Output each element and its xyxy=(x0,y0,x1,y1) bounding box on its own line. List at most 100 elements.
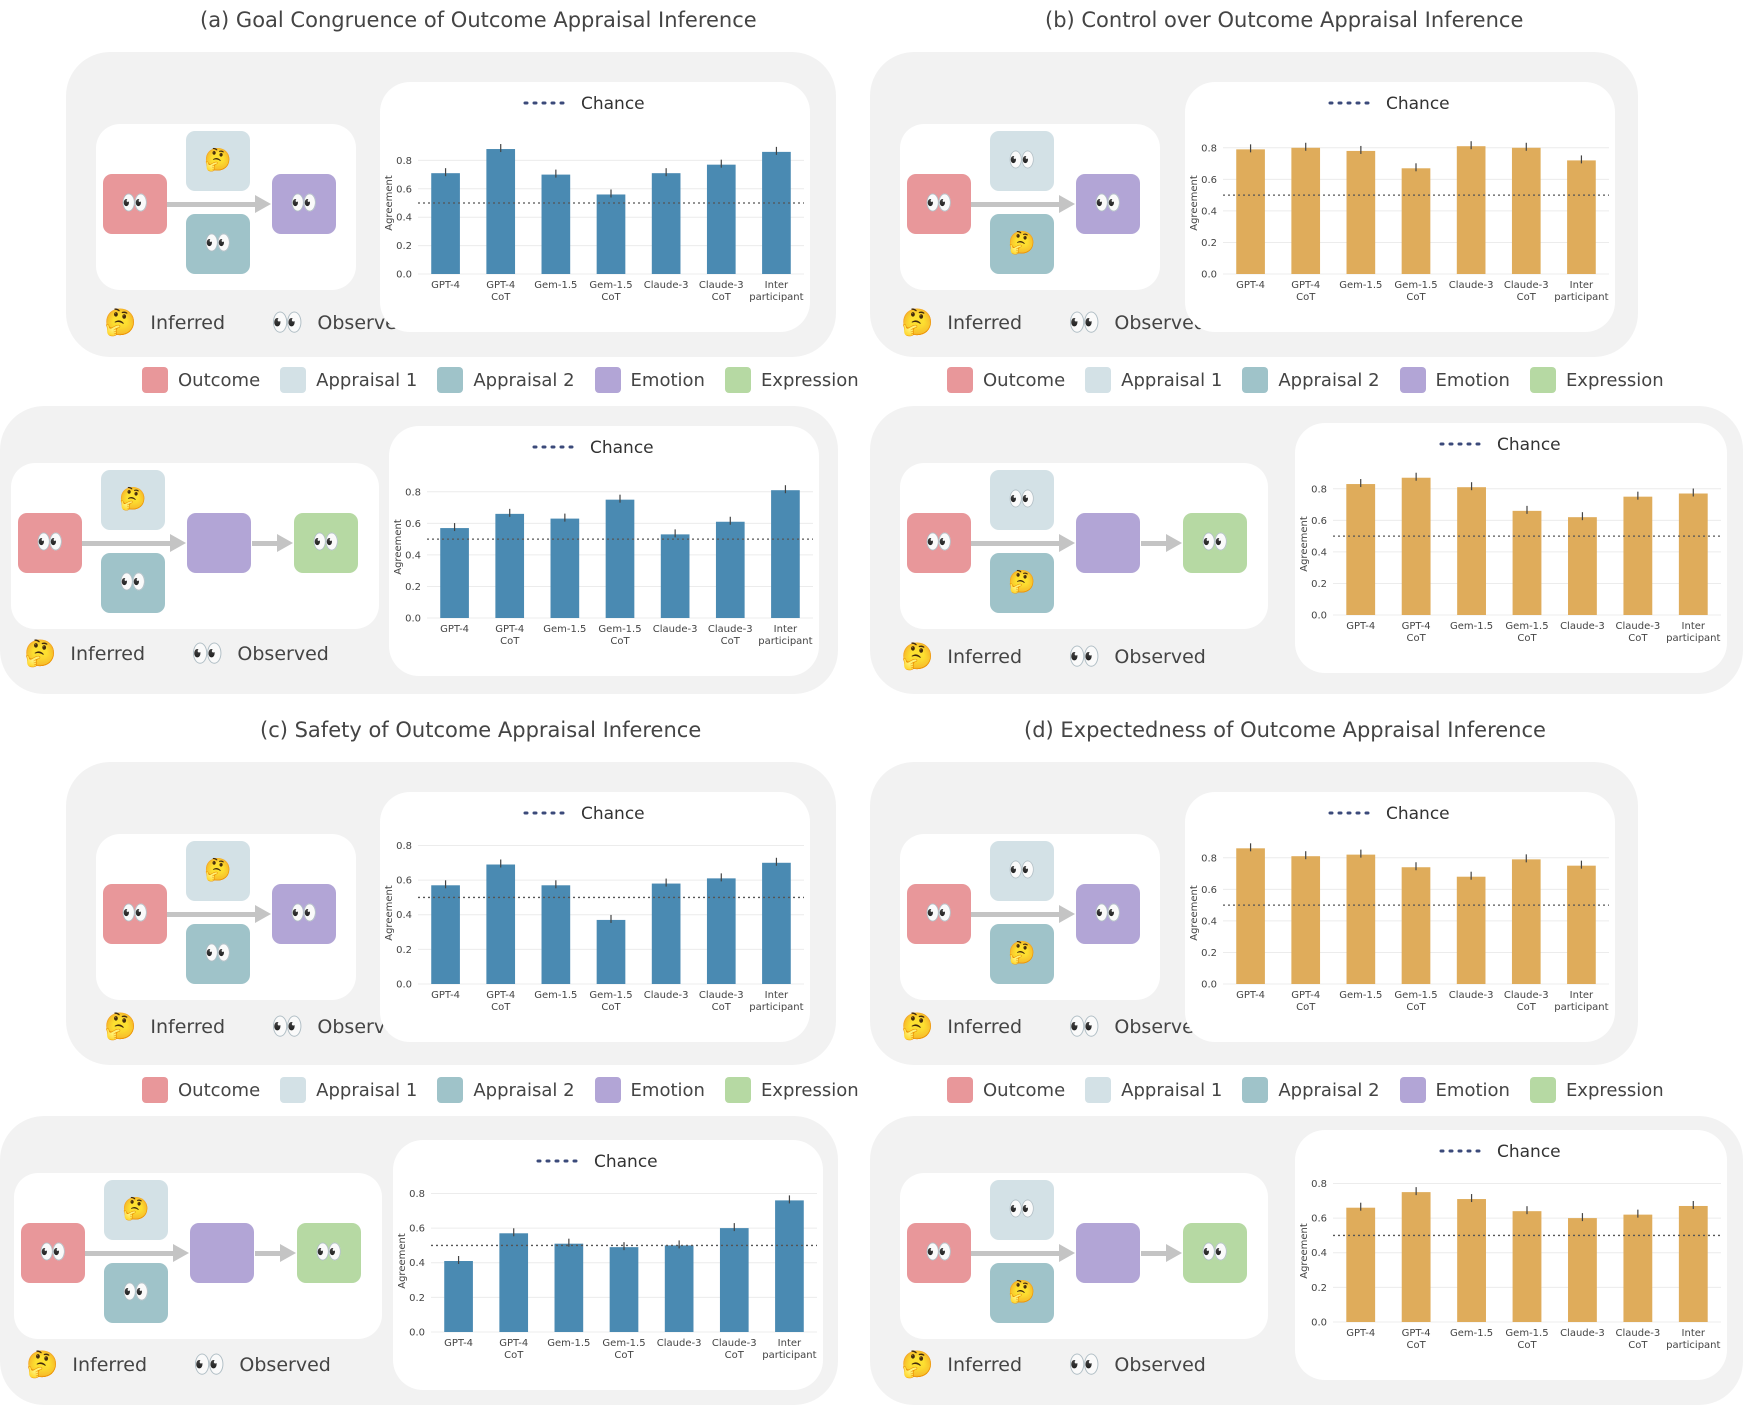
inferred-label: Inferred xyxy=(72,1354,148,1376)
eyes-icon: 👀 xyxy=(1008,148,1036,173)
thinking-face-icon: 🤔 xyxy=(901,1350,934,1380)
x-tick-label: Gem-1.5 xyxy=(1394,990,1437,1001)
chart-a2: Chance 0.0 0.2 0.4 0.6 0.8 Agreement GPT-4 GPT-4… xyxy=(393,438,813,647)
key-a-top: 🤔 Inferred 👀 Observed xyxy=(104,308,409,338)
x-tick-label: GPT-4 xyxy=(1291,280,1320,291)
chance-legend-label: Chance xyxy=(581,804,645,824)
x-tick-label: participant xyxy=(1554,292,1608,303)
eyes-icon: 👀 xyxy=(1068,308,1101,338)
eyes-icon: 👀 xyxy=(122,1280,150,1305)
eyes-icon: 👀 xyxy=(1201,530,1229,555)
eyes-icon: 👀 xyxy=(315,1240,343,1265)
thinking-face-icon: 🤔 xyxy=(901,308,934,338)
panel-a-title: (a) Goal Congruence of Outcome Appraisal… xyxy=(200,8,757,32)
thinking-face-icon: 🤔 xyxy=(1008,231,1036,256)
chart-box-d2: Chance 0.0 0.2 0.4 0.6 0.8 Agreement GPT-4 GPT-4… xyxy=(1295,1130,1727,1380)
legend-appraisal1: Appraisal 1 xyxy=(1085,1077,1222,1103)
observed-label: Observed xyxy=(237,643,329,665)
y-tick-label: 0.4 xyxy=(1311,547,1327,558)
y-tick-label: 0.0 xyxy=(396,980,412,991)
diagram-b-bottom: 👀 👀 🤔 👀 xyxy=(900,463,1268,629)
x-tick-label: CoT xyxy=(712,292,732,303)
appraisal1-node: 🤔 xyxy=(101,470,165,530)
bar xyxy=(771,490,800,618)
y-tick-label: 0.6 xyxy=(396,876,412,887)
legend-emotion: Emotion xyxy=(1399,1077,1510,1103)
key-a-bottom: 🤔 Inferred 👀 Observed xyxy=(24,639,329,669)
legend-appraisal1: Appraisal 1 xyxy=(280,367,417,393)
arrow xyxy=(85,1244,189,1262)
eyes-icon: 👀 xyxy=(1008,858,1036,883)
y-tick-label: 0.8 xyxy=(1201,853,1217,864)
x-tick-label: Gem-1.5 xyxy=(602,1338,645,1349)
x-tick-label: CoT xyxy=(1296,292,1316,303)
appraisal2-node: 🤔 xyxy=(990,924,1054,984)
panel-b-title: (b) Control over Outcome Appraisal Infer… xyxy=(1045,8,1524,32)
bar xyxy=(706,164,736,274)
bar xyxy=(715,521,745,618)
emotion-node xyxy=(1076,513,1140,573)
expression-node: 👀 xyxy=(294,513,358,573)
appraisal2-node: 👀 xyxy=(186,214,250,274)
thinking-face-icon: 🤔 xyxy=(1008,570,1036,595)
x-tick-label: Gem-1.5 xyxy=(589,280,632,291)
y-tick-label: 0.4 xyxy=(396,213,412,224)
y-tick-label: 0.6 xyxy=(396,184,412,195)
eyes-icon: 👀 xyxy=(36,530,64,555)
observed-label: Observed xyxy=(1114,312,1206,334)
bar xyxy=(1623,496,1653,615)
x-tick-label: Claude-3 xyxy=(644,990,689,1001)
y-axis-label: Agreement xyxy=(384,885,395,941)
bar xyxy=(1236,848,1265,984)
emotion-node: 👀 xyxy=(272,884,336,944)
y-tick-label: 0.8 xyxy=(409,1189,425,1200)
diagram-c-top: 👀 🤔 👀 👀 xyxy=(96,834,356,1000)
y-tick-label: 0.2 xyxy=(1311,1283,1327,1294)
x-tick-label: Gem-1.5 xyxy=(1505,1328,1548,1339)
arrow xyxy=(252,534,293,552)
thinking-face-icon: 🤔 xyxy=(901,1012,934,1042)
y-axis-label: Agreement xyxy=(1299,516,1310,572)
x-tick-label: CoT xyxy=(614,1350,634,1361)
chance-legend-label: Chance xyxy=(1497,1142,1561,1162)
eyes-icon: 👀 xyxy=(121,901,149,926)
legend-outcome: Outcome xyxy=(947,1077,1065,1103)
legend-expression: Expression xyxy=(724,1077,859,1103)
x-tick-label: CoT xyxy=(1517,633,1537,644)
x-tick-label: participant xyxy=(1554,1002,1608,1013)
arrow xyxy=(167,905,271,923)
y-axis-label: Agreement xyxy=(384,175,395,231)
chart-box-b1: Chance 0.0 0.2 0.4 0.6 0.8 Agreement GPT-4 GPT-4… xyxy=(1185,82,1615,332)
x-tick-label: CoT xyxy=(1628,633,1648,644)
legend-appraisal2: Appraisal 2 xyxy=(437,1077,575,1103)
bar xyxy=(499,1233,529,1332)
chart-box-a1: Chance 0.0 0.2 0.4 0.6 0.8 Agreement GPT-4 GPT-4… xyxy=(380,82,810,332)
eyes-icon: 👀 xyxy=(193,1350,226,1380)
y-tick-label: 0.4 xyxy=(409,1258,425,1269)
thinking-face-icon: 🤔 xyxy=(204,858,232,883)
thinking-face-icon: 🤔 xyxy=(901,642,934,672)
arrow xyxy=(971,534,1075,552)
appraisal2-node: 👀 xyxy=(101,553,165,613)
y-tick-label: 0.4 xyxy=(1201,916,1217,927)
x-tick-label: participant xyxy=(758,636,812,647)
y-tick-label: 0.8 xyxy=(1311,1179,1327,1190)
eyes-icon: 👀 xyxy=(925,1240,953,1265)
bar xyxy=(440,528,469,618)
observed-label: Observed xyxy=(1114,1354,1206,1376)
appraisal2-node: 🤔 xyxy=(990,553,1054,613)
x-tick-label: Inter xyxy=(774,624,798,635)
bar xyxy=(1457,487,1486,615)
x-tick-label: Inter xyxy=(765,280,789,291)
color-legend-a: Outcome Appraisal 1 Appraisal 2 Emotion … xyxy=(142,367,879,393)
eyes-icon: 👀 xyxy=(290,901,318,926)
appraisal2-node: 👀 xyxy=(104,1263,168,1323)
bar xyxy=(1567,160,1596,274)
bar xyxy=(605,499,635,618)
x-tick-label: Claude-3 xyxy=(657,1338,702,1349)
x-tick-label: CoT xyxy=(721,636,741,647)
outcome-node: 👀 xyxy=(907,174,971,234)
eyes-icon: 👀 xyxy=(191,639,224,669)
panel-c-title: (c) Safety of Outcome Appraisal Inferenc… xyxy=(260,718,702,742)
legend-expression: Expression xyxy=(724,367,859,393)
